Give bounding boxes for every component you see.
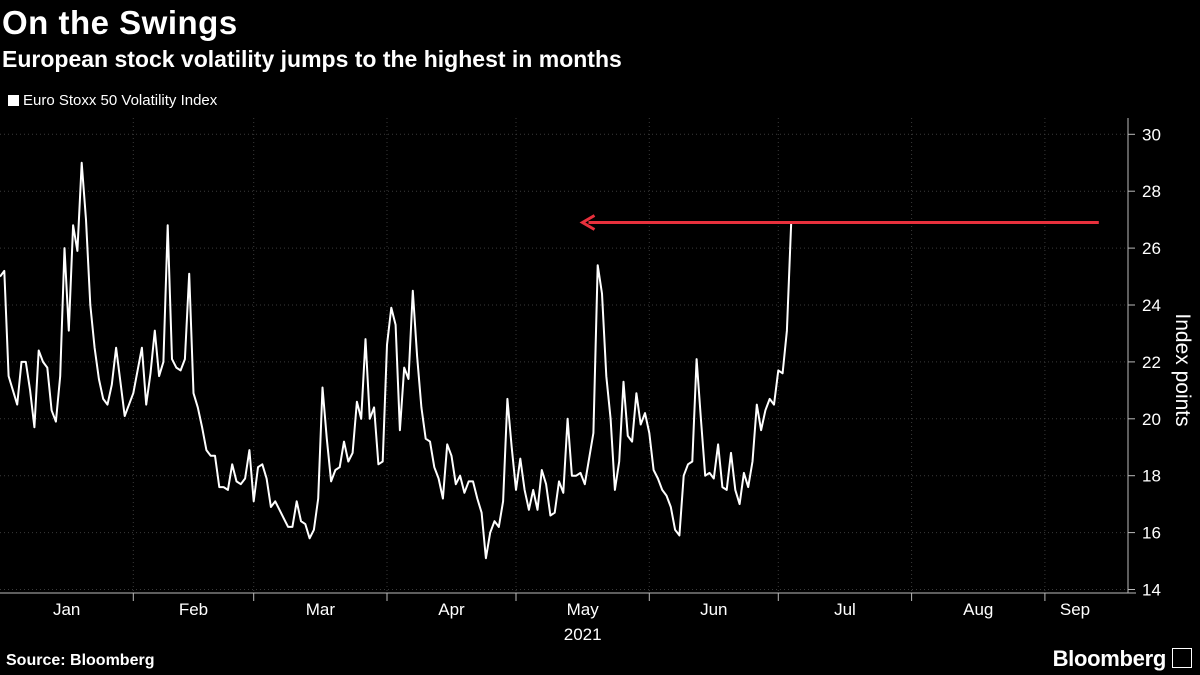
x-tick-label: Jun	[700, 600, 727, 619]
x-tick-label: Aug	[963, 600, 993, 619]
y-tick-label: 26	[1142, 239, 1161, 258]
y-tick-label: 28	[1142, 182, 1161, 201]
x-tick-label: Jan	[53, 600, 80, 619]
series-line-vstoxx	[0, 161, 793, 560]
annotation-arrow-head	[579, 214, 596, 231]
chart-subtitle: European stock volatility jumps to the h…	[2, 46, 622, 72]
x-tick-label: Apr	[438, 600, 465, 619]
y-axis-label: Index points	[1171, 313, 1194, 426]
y-tick-label: 24	[1142, 296, 1161, 315]
y-tick-label: 18	[1142, 467, 1161, 486]
bloomberg-chart-icon	[1172, 648, 1192, 668]
x-tick-label: Mar	[306, 600, 336, 619]
legend-label: Euro Stoxx 50 Volatility Index	[23, 92, 218, 109]
source-note: Source: Bloomberg	[6, 652, 155, 669]
x-tick-label: Feb	[179, 600, 208, 619]
y-tick-label: 14	[1142, 581, 1161, 600]
y-tick-label: 22	[1142, 353, 1161, 372]
y-tick-label: 16	[1142, 524, 1161, 543]
x-tick-label: Jul	[834, 600, 856, 619]
legend-swatch	[8, 95, 19, 106]
y-tick-label: 20	[1142, 410, 1161, 429]
y-tick-label: 30	[1142, 125, 1161, 144]
x-tick-label: Sep	[1060, 600, 1090, 619]
legend: Euro Stoxx 50 Volatility Index	[8, 92, 217, 109]
brand-logo-text: Bloomberg	[1052, 646, 1167, 671]
x-year-label: 2021	[564, 625, 602, 644]
chart-title: On the Swings	[2, 4, 238, 41]
x-tick-label: May	[567, 600, 600, 619]
